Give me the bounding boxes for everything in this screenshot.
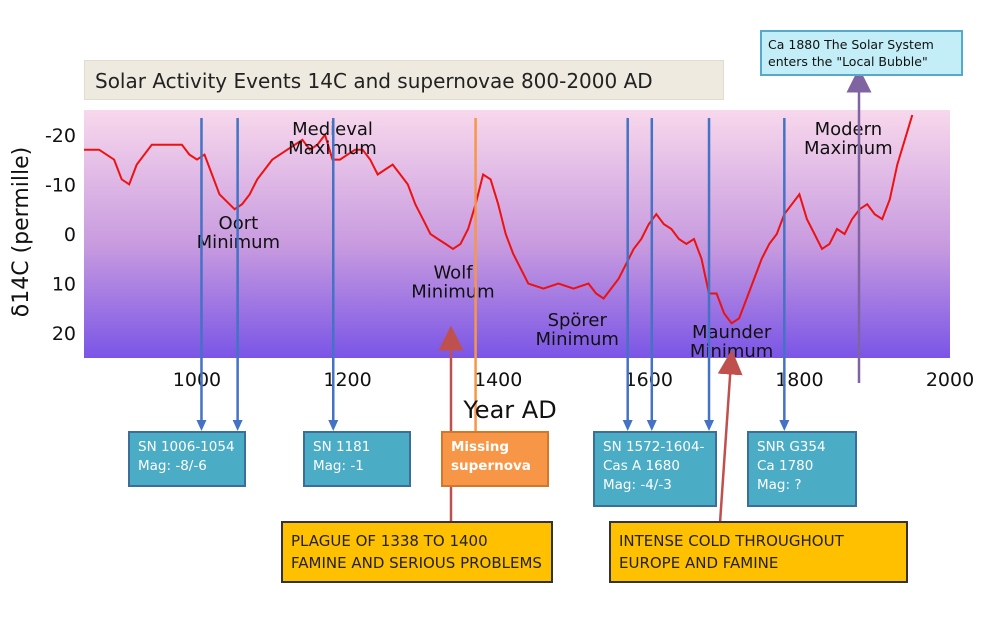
callout-snr-g354: SNR G354 Ca 1780 Mag: ? [747,431,857,507]
annotation-label: Minimum [411,282,494,303]
y-tick-label: -20 [45,125,76,147]
supernova-arrowhead [779,420,790,431]
y-tick-label: 20 [52,323,76,345]
annotation-label: Spörer [548,310,608,331]
annotation-label: Maunder [692,322,772,343]
annotation-label: Minimum [690,341,773,362]
x-tick-label: 2000 [926,369,974,391]
x-tick-label: 1200 [323,369,371,391]
annotation-label: Wolf [433,263,473,284]
y-tick-label: 10 [52,274,76,296]
callout-plague: PLAGUE OF 1338 TO 1400 FAMINE AND SERIOU… [281,521,553,583]
callout-sn-1181: SN 1181 Mag: -1 [303,431,411,487]
callout-local-bubble: Ca 1880 The Solar System enters the "Loc… [760,30,963,76]
supernova-arrowhead [704,420,715,431]
supernova-arrowhead [196,420,207,431]
supernova-arrowhead [646,420,657,431]
x-tick-label: 1600 [625,369,673,391]
x-tick-label: 1000 [173,369,221,391]
plot-area [84,110,950,358]
x-tick-label: 1800 [775,369,823,391]
annotation-label: Maximum [804,138,893,159]
y-tick-label: -10 [45,174,76,196]
y-tick-label: 0 [64,224,76,246]
annotation-label: Modern [815,119,883,140]
x-tick-label: 1400 [474,369,522,391]
annotation-label: Minimum [536,329,619,350]
callout-intense-cold: INTENSE COLD THROUGHOUT EUROPE AND FAMIN… [609,521,908,583]
supernova-arrowhead [328,420,339,431]
chart-title: Solar Activity Events 14C and supernovae… [95,69,653,93]
x-axis-title: Year AD [462,396,556,424]
callout-sn-1572-1604: SN 1572-1604- Cas A 1680 Mag: -4/-3 [593,431,717,507]
series-line [84,114,914,325]
y-axis-title: δ14C (permille) [9,147,34,317]
callout-missing-supernova: Missing supernova [441,431,549,487]
cold-arrow [717,349,743,524]
callout-sn-1006-1054: SN 1006-1054 Mag: -8/-6 [128,431,246,487]
supernova-arrowhead [232,420,243,431]
chart-title-box: Solar Activity Events 14C and supernovae… [84,60,724,100]
supernova-arrowhead [622,420,633,431]
